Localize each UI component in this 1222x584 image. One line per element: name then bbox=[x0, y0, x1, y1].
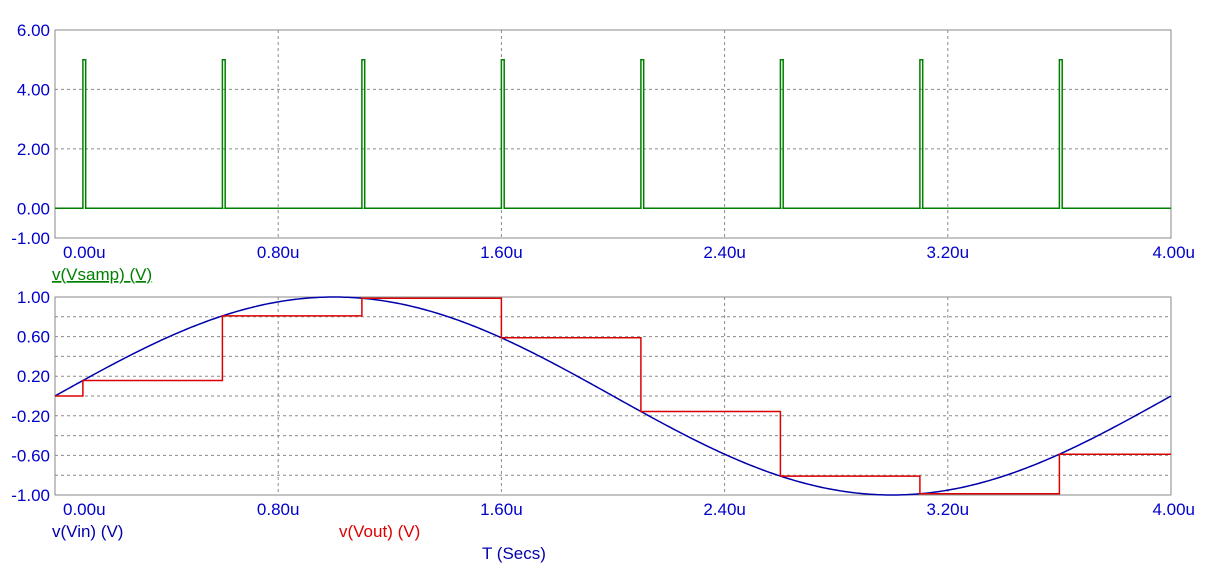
y-tick-label: -1.00 bbox=[11, 229, 50, 248]
y-tick-label: 4.00 bbox=[17, 80, 50, 99]
vsamp-trace bbox=[55, 58, 1171, 210]
x-tick-label: 2.40u bbox=[703, 243, 746, 262]
x-tick-label: 1.60u bbox=[480, 243, 523, 262]
y-tick-label: 1.00 bbox=[17, 288, 50, 307]
y-tick-label: 2.00 bbox=[17, 140, 50, 159]
x-tick-label: 0.80u bbox=[257, 243, 300, 262]
legend-vsamp: v(Vsamp) (V) bbox=[52, 265, 152, 284]
x-tick-label: 4.00u bbox=[1152, 243, 1195, 262]
y-tick-label: -1.00 bbox=[11, 486, 50, 505]
x-tick-label: 1.60u bbox=[480, 500, 523, 519]
vin-vout-grid bbox=[55, 297, 1171, 495]
x-tick-label: 3.20u bbox=[927, 243, 970, 262]
y-tick-label: -0.60 bbox=[11, 446, 50, 465]
vin-vout-panel: 1.00 0.60 0.20 -0.20 -0.60 -1.00 0.00u 0.80u 1.… bbox=[11, 288, 1195, 563]
x-axis-title: T (Secs) bbox=[482, 544, 546, 563]
x-tick-label: 2.40u bbox=[703, 500, 746, 519]
x-tick-label: 0.00u bbox=[63, 243, 106, 262]
y-tick-label: 6.00 bbox=[17, 21, 50, 40]
y-tick-label: 0.60 bbox=[17, 328, 50, 347]
vsamp-y-ticks: 6.00 4.00 2.00 0.00 -1.00 bbox=[11, 21, 50, 248]
vin-vout-y-ticks: 1.00 0.60 0.20 -0.20 -0.60 -1.00 bbox=[11, 288, 50, 505]
y-tick-label: 0.00 bbox=[17, 199, 50, 218]
vout-trace bbox=[55, 297, 1171, 495]
x-tick-label: 4.00u bbox=[1152, 500, 1195, 519]
vsamp-x-ticks: 0.00u 0.80u 1.60u 2.40u 3.20u 4.00u bbox=[63, 243, 1195, 262]
vsamp-frame bbox=[54, 29, 1172, 239]
vin-vout-x-ticks: 0.00u 0.80u 1.60u 2.40u 3.20u 4.00u bbox=[63, 500, 1195, 519]
x-tick-label: 0.80u bbox=[257, 500, 300, 519]
vsamp-panel: 6.00 4.00 2.00 0.00 -1.00 0.00u 0.80u 1.60u 2.4… bbox=[11, 21, 1195, 284]
vsamp-series-group bbox=[55, 58, 1171, 210]
vin-vout-series-group bbox=[54, 296, 1172, 496]
legend-vout: v(Vout) (V) bbox=[339, 522, 420, 541]
vin-trace bbox=[54, 296, 1172, 496]
y-tick-label: 0.20 bbox=[17, 367, 50, 386]
x-tick-label: 0.00u bbox=[63, 500, 106, 519]
legend-vin: v(Vin) (V) bbox=[52, 522, 123, 541]
y-tick-label: -0.20 bbox=[11, 407, 50, 426]
x-tick-label: 3.20u bbox=[927, 500, 970, 519]
